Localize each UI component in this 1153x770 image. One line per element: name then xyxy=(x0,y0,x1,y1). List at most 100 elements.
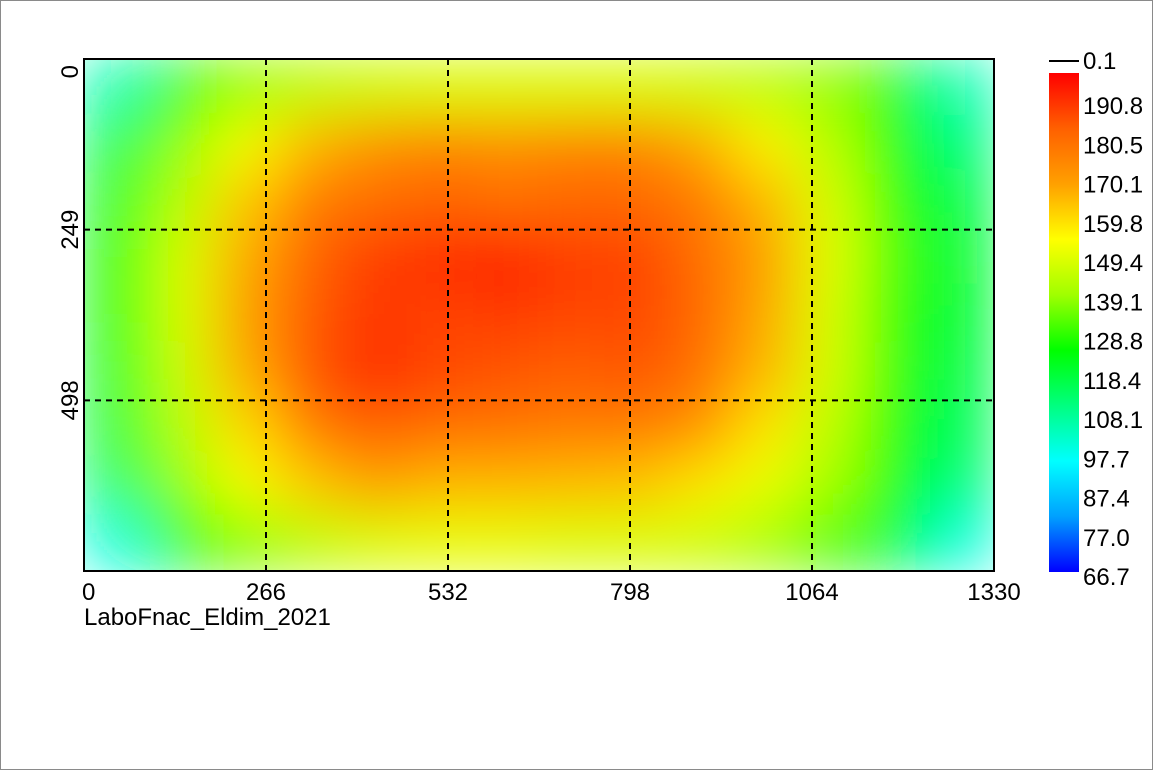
heatmap-cell xyxy=(473,513,540,571)
colorbar-marker-label: 0.1 xyxy=(1083,48,1116,75)
heatmap-cell xyxy=(733,114,800,174)
heatmap-cell xyxy=(408,114,475,174)
heatmap-cell xyxy=(408,171,475,231)
heatmap-cell xyxy=(863,513,930,571)
heatmap-cell xyxy=(278,342,345,402)
heatmap-cell xyxy=(538,399,605,459)
heatmap-cell xyxy=(538,456,605,516)
heatmap-cell xyxy=(603,171,670,231)
heatmap-cell xyxy=(538,171,605,231)
colorbar-label: 139.1 xyxy=(1083,289,1143,316)
colorbar-label: 128.8 xyxy=(1083,329,1143,356)
colorbar: 0.1 190.8 180.5 170.1 159.8 149.4 139.1 128.8 11… xyxy=(1049,48,1143,591)
heatmap-cell xyxy=(928,228,994,288)
colorbar-label: 66.7 xyxy=(1083,564,1130,591)
heatmap-cell xyxy=(473,59,540,117)
heatmap-cell xyxy=(668,399,735,459)
heatmap-cell xyxy=(473,456,540,516)
heatmap-cell xyxy=(798,399,865,459)
heatmap-cell xyxy=(84,114,150,174)
heatmap-cell xyxy=(148,399,215,459)
heatmap-cell xyxy=(928,114,994,174)
heatmap-cell xyxy=(668,285,735,345)
heatmap-cell xyxy=(668,171,735,231)
heatmap-cell xyxy=(928,513,994,571)
heatmap-cell xyxy=(408,399,475,459)
heatmap-cell xyxy=(278,114,345,174)
heatmap-cell xyxy=(278,456,345,516)
heatmap-cell xyxy=(148,228,215,288)
colorbar-label: 149.4 xyxy=(1083,250,1143,277)
heatmap-cell xyxy=(213,513,280,571)
heatmap-cell xyxy=(798,59,865,117)
heatmap-cell xyxy=(213,342,280,402)
heatmap-cell xyxy=(603,114,670,174)
heatmap-cell xyxy=(278,59,345,117)
heatmap-cell xyxy=(148,456,215,516)
heatmap-cell xyxy=(278,171,345,231)
heatmap-cell xyxy=(408,228,475,288)
heatmap-cell xyxy=(733,399,800,459)
heatmap-cell xyxy=(473,342,540,402)
heatmap-cell xyxy=(798,171,865,231)
heatmap-cell xyxy=(863,171,930,231)
y-axis-ticks: 0 249 498 xyxy=(57,65,84,420)
heatmap-cell xyxy=(213,228,280,288)
heatmap-cell xyxy=(148,171,215,231)
heatmap-cell xyxy=(343,228,410,288)
heatmap-cell xyxy=(278,285,345,345)
x-axis-ticks: 0 266 532 798 1064 1330 xyxy=(82,579,1021,606)
heatmap-cell xyxy=(84,456,150,516)
heatmap-cell xyxy=(343,114,410,174)
heatmap-cell xyxy=(148,513,215,571)
heatmap-cell xyxy=(408,285,475,345)
heatmap-cell xyxy=(863,228,930,288)
heatmap-cell xyxy=(148,114,215,174)
heatmap-cell xyxy=(928,171,994,231)
x-tick-label: 0 xyxy=(82,579,95,606)
heatmap-cell xyxy=(603,228,670,288)
heatmap-cells xyxy=(84,59,994,571)
heatmap-cell xyxy=(798,342,865,402)
colorbar-label: 77.0 xyxy=(1083,525,1130,552)
colorbar-label: 180.5 xyxy=(1083,132,1143,159)
heatmap-cell xyxy=(343,513,410,571)
heatmap-cell xyxy=(603,456,670,516)
heatmap-cell xyxy=(668,59,735,117)
heatmap-cell xyxy=(538,114,605,174)
heatmap-cell xyxy=(148,285,215,345)
heatmap-cell xyxy=(343,285,410,345)
heatmap-cell xyxy=(863,342,930,402)
heatmap-cell xyxy=(473,285,540,345)
heatmap-cell xyxy=(928,342,994,402)
heatmap-cell xyxy=(733,59,800,117)
heatmap-cell xyxy=(343,342,410,402)
heatmap-cell xyxy=(668,513,735,571)
heatmap-cell xyxy=(668,342,735,402)
heatmap-cell xyxy=(798,513,865,571)
heatmap-cell xyxy=(213,171,280,231)
heatmap-cell xyxy=(84,513,150,571)
heatmap-cell xyxy=(473,399,540,459)
x-tick-label: 1330 xyxy=(967,579,1020,606)
heatmap-cell xyxy=(668,456,735,516)
heatmap-cell xyxy=(603,399,670,459)
heatmap-cell xyxy=(408,456,475,516)
heatmap-cell xyxy=(538,513,605,571)
y-tick-label: 249 xyxy=(57,210,84,250)
heatmap-cell xyxy=(798,114,865,174)
heatmap-cell xyxy=(863,456,930,516)
heatmap-cell xyxy=(343,456,410,516)
heatmap-cell xyxy=(603,285,670,345)
heatmap-cell xyxy=(408,513,475,571)
colorbar-gradient xyxy=(1049,73,1079,572)
heatmap-cell xyxy=(538,342,605,402)
heatmap-cell xyxy=(278,399,345,459)
heatmap-cell xyxy=(733,456,800,516)
heatmap-cell xyxy=(343,59,410,117)
heatmap-cell xyxy=(343,171,410,231)
colorbar-label: 87.4 xyxy=(1083,486,1130,513)
heatmap-cell xyxy=(668,114,735,174)
heatmap-cell xyxy=(733,285,800,345)
